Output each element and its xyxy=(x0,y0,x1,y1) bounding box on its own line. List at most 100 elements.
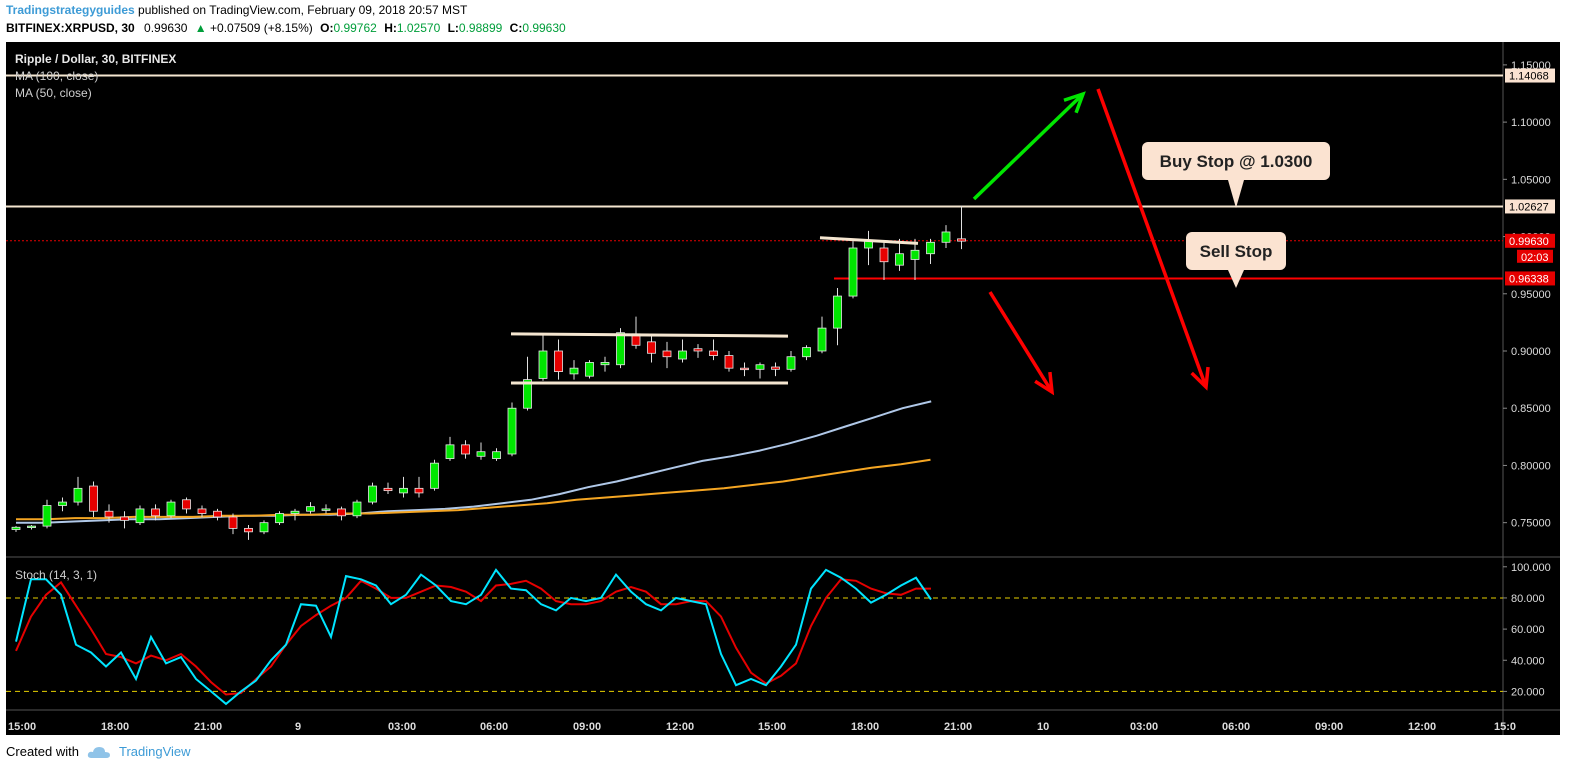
candle-body xyxy=(337,508,346,517)
tradingview-link[interactable]: TradingView xyxy=(118,744,191,759)
time-tick-label: 21:00 xyxy=(944,721,972,733)
candle-body xyxy=(399,487,408,494)
candle-body xyxy=(430,462,439,489)
buy-stop-label: Buy Stop @ 1.0300 xyxy=(1160,152,1313,171)
candle-body xyxy=(616,332,625,366)
high-label: H: xyxy=(384,21,397,35)
candle-body xyxy=(104,510,114,518)
tradingview-cloud-icon xyxy=(87,746,110,758)
candle-body xyxy=(709,350,718,356)
up-triangle-icon: ▲ xyxy=(194,21,207,35)
price-tick-label: 1.05000 xyxy=(1511,174,1551,186)
symbol-line: BITFINEX:XRPUSD, 30 0.99630 ▲ +0.07509 (… xyxy=(6,21,566,35)
candle-body xyxy=(507,407,517,455)
price-tick-label: 0.90000 xyxy=(1511,346,1551,358)
candle-body xyxy=(42,505,52,527)
ma50-legend: MA (50, close) xyxy=(15,86,92,100)
time-tick-label: 09:00 xyxy=(1315,721,1343,733)
sell-stop-label: Sell Stop xyxy=(1200,242,1273,261)
high-value: 1.02570 xyxy=(396,21,441,35)
candle-body xyxy=(368,485,377,503)
reversal-arrow xyxy=(1096,88,1208,388)
chart-svg[interactable]: 1.150001.100001.050001.000000.950000.900… xyxy=(6,42,1560,735)
candle-body xyxy=(771,366,780,370)
candle-body xyxy=(755,364,765,370)
stoch-tick-label: 60.000 xyxy=(1511,624,1545,636)
resistance-price-label: 1.14068 xyxy=(1509,71,1549,83)
resistance-price-tag xyxy=(1505,68,1555,83)
candle-body xyxy=(197,508,207,514)
candle-body xyxy=(135,508,145,524)
author-link[interactable]: Tradingstrategyguides xyxy=(6,3,135,17)
time-tick-label: 9 xyxy=(295,721,301,733)
candle-body xyxy=(244,527,253,533)
price-tick-label: 0.80000 xyxy=(1511,460,1551,472)
candle-body xyxy=(275,513,284,524)
candle-body xyxy=(259,522,269,533)
candle-body xyxy=(538,350,548,379)
stoch-legend: Stoch (14, 3, 1) xyxy=(15,568,97,582)
low-label: L: xyxy=(447,21,459,35)
candle-body xyxy=(523,379,532,409)
candle-body xyxy=(879,247,889,263)
candle-body xyxy=(321,508,331,511)
candle-body xyxy=(290,510,300,514)
countdown-label: 02:03 xyxy=(1521,252,1549,264)
range-top-line xyxy=(510,332,789,338)
stoch-d-line xyxy=(15,578,931,696)
candle-body xyxy=(151,508,160,517)
time-tick-label: 10 xyxy=(1037,721,1049,733)
ma50-line xyxy=(16,458,931,521)
candle-body xyxy=(383,487,393,492)
time-tick-label: 18:00 xyxy=(101,721,129,733)
candle-body xyxy=(58,501,67,506)
publish-info: published on TradingView.com, February 0… xyxy=(134,3,468,17)
candle-body xyxy=(647,341,656,354)
candle-body xyxy=(554,350,563,373)
candle-body xyxy=(926,241,935,255)
last-price: 0.99630 xyxy=(144,21,188,35)
ma100-legend: MA (100, close) xyxy=(15,69,98,83)
breakout-price-tag xyxy=(1505,199,1555,214)
sell-price-tag xyxy=(1505,271,1555,286)
created-with-label: Created with xyxy=(6,744,79,759)
time-tick-label: 15:0 xyxy=(1494,721,1516,733)
time-tick-label: 15:00 xyxy=(758,721,786,733)
open-value: 0.99762 xyxy=(333,21,377,35)
chart-title: Ripple / Dollar, 30, BITFINEX xyxy=(15,52,176,66)
footer: Created with TradingView xyxy=(6,744,191,759)
candle-body xyxy=(817,327,827,352)
candle-body xyxy=(910,249,920,260)
candle-body xyxy=(11,526,21,530)
candle-body xyxy=(662,350,672,358)
stoch-tick-label: 20.000 xyxy=(1511,686,1545,698)
time-tick-label: 03:00 xyxy=(388,721,416,733)
candle-body xyxy=(461,444,470,455)
candle-body xyxy=(693,348,703,352)
candle-body xyxy=(306,506,315,512)
time-tick-label: 06:00 xyxy=(1222,721,1250,733)
price-tick-label: 0.85000 xyxy=(1511,403,1551,415)
breakdown-arrow-head xyxy=(1034,371,1055,396)
consolidation-line xyxy=(819,236,919,245)
close-label: C: xyxy=(509,21,523,35)
time-tick-label: 12:00 xyxy=(666,721,694,733)
candle-body xyxy=(724,355,734,369)
time-tick-label: 15:00 xyxy=(8,721,36,733)
price-tick-label: 0.75000 xyxy=(1511,518,1551,530)
low-value: 0.98899 xyxy=(458,21,503,35)
candle-body xyxy=(941,231,951,243)
candle-body xyxy=(27,525,36,529)
stoch-k-line xyxy=(15,568,932,706)
candle-body xyxy=(73,487,83,503)
target-up-arrow-head xyxy=(1063,91,1086,114)
candle-body xyxy=(182,499,191,510)
candle-body xyxy=(786,356,796,370)
publish-line: Tradingstrategyguides published on Tradi… xyxy=(6,3,467,17)
last-price-tag xyxy=(1505,233,1555,248)
reversal-arrow-head xyxy=(1190,366,1210,391)
candle-body xyxy=(895,253,904,266)
chart-frame[interactable]: 1.150001.100001.050001.000000.950000.900… xyxy=(6,42,1560,735)
time-tick-label: 18:00 xyxy=(851,721,879,733)
time-tick-label: 03:00 xyxy=(1130,721,1158,733)
